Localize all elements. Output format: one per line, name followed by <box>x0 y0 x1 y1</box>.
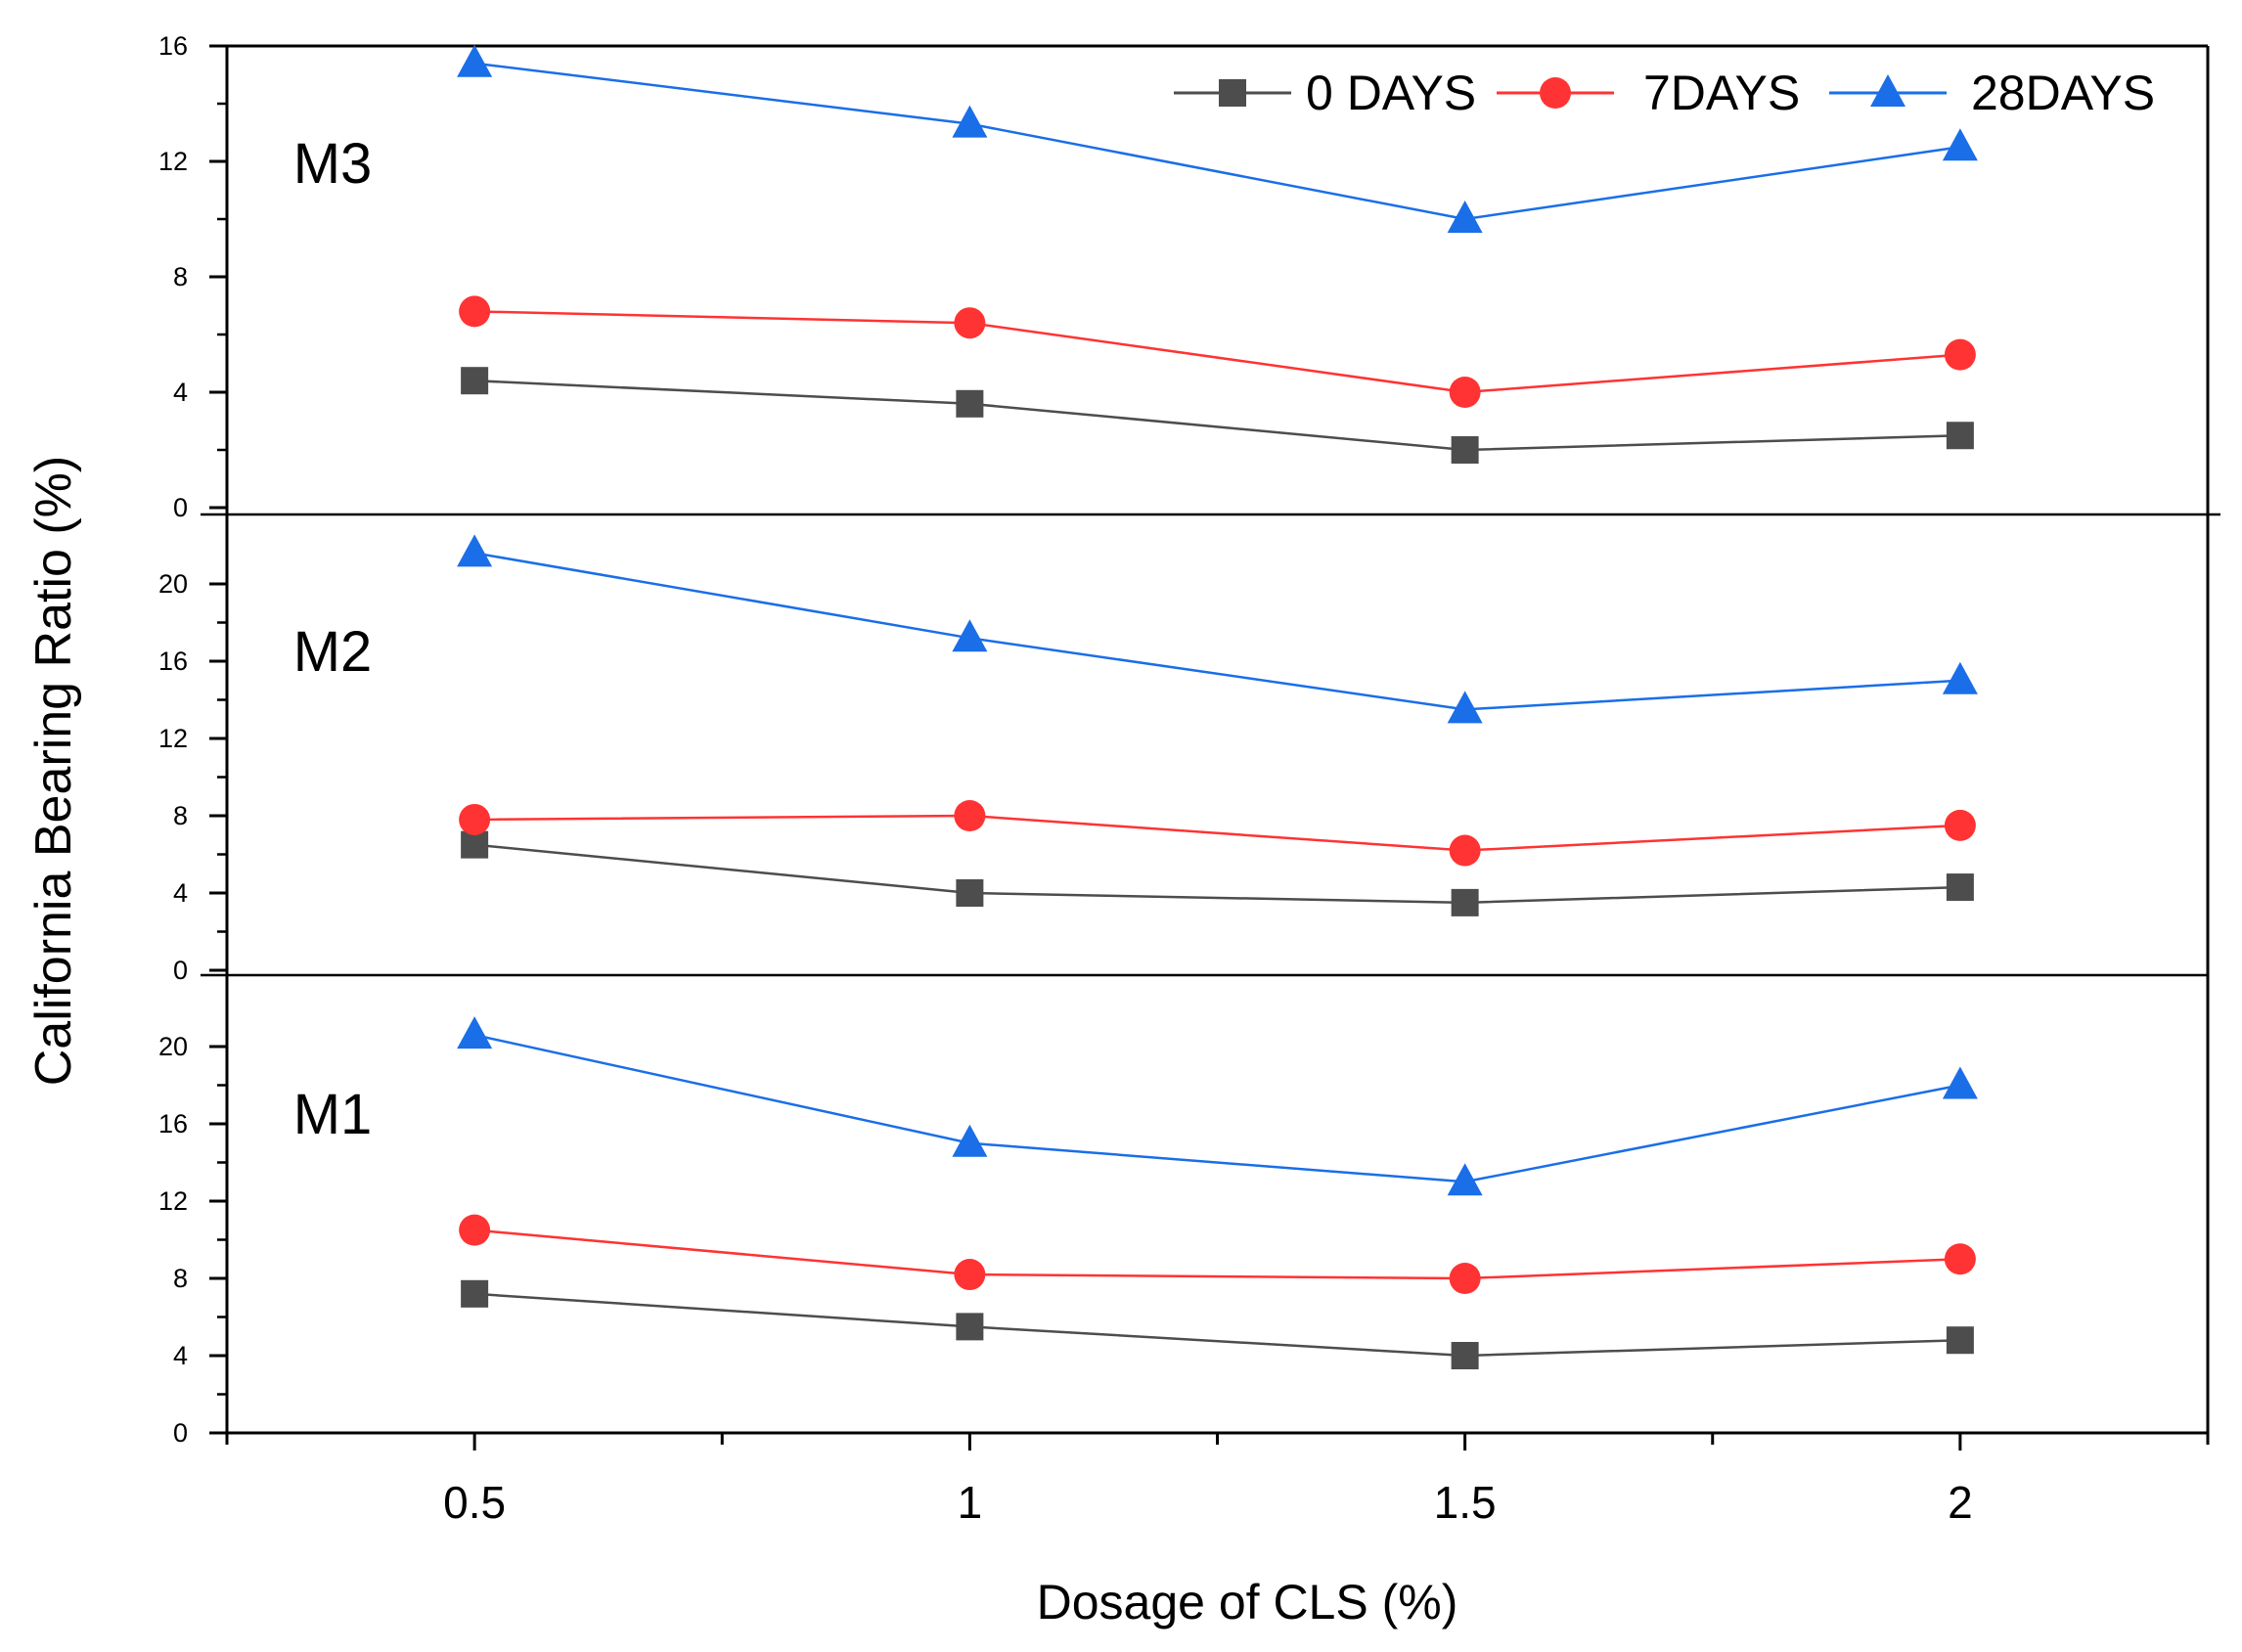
data-point <box>459 295 491 328</box>
y-tick-label: 4 <box>173 378 188 407</box>
series-line-0-days <box>474 843 1960 905</box>
series-line-28days <box>473 552 1960 711</box>
data-point <box>1447 691 1483 724</box>
y-tick-label: 4 <box>173 1341 188 1370</box>
y-tick-label: 8 <box>173 801 188 830</box>
y-tick-label: 0 <box>173 956 188 985</box>
y-tick-label: 8 <box>173 262 188 291</box>
data-point <box>1447 201 1483 233</box>
y-tick-label: 0 <box>173 1418 188 1448</box>
data-point <box>457 1016 493 1049</box>
y-tick-label: 4 <box>173 878 188 908</box>
data-point <box>954 800 986 831</box>
data-point <box>1451 888 1479 916</box>
series-line-0-days <box>474 379 1960 452</box>
legend-label: 28DAYS <box>1971 66 2155 120</box>
panel-label: M2 <box>293 620 373 684</box>
data-point <box>956 1313 984 1341</box>
data-point <box>461 367 489 395</box>
y-tick-label: 8 <box>173 1264 188 1293</box>
y-tick-label: 12 <box>158 1186 188 1216</box>
data-point <box>461 1279 489 1308</box>
x-tick-label: 1 <box>958 1477 983 1528</box>
data-point <box>1447 1163 1483 1196</box>
data-point <box>954 307 986 339</box>
data-point <box>1944 809 1976 841</box>
y-tick-label: 20 <box>158 1032 188 1061</box>
data-point <box>956 389 984 418</box>
data-point <box>956 879 984 907</box>
x-tick-label: 0.5 <box>443 1477 506 1528</box>
series-line-28days <box>473 62 1961 221</box>
data-point <box>459 1214 491 1246</box>
data-point <box>1942 1066 1978 1099</box>
x-tick-label: 2 <box>1948 1477 1973 1528</box>
data-point <box>1946 1326 1974 1355</box>
y-tick-label: 16 <box>158 647 188 676</box>
data-point <box>1946 422 1974 450</box>
data-point <box>1942 128 1978 161</box>
series-line-28days <box>473 1033 1961 1183</box>
y-tick-label: 16 <box>158 31 188 61</box>
data-point <box>457 534 493 567</box>
data-point <box>952 1124 988 1157</box>
data-point <box>952 619 988 652</box>
series-line-7days <box>474 310 1960 394</box>
data-point <box>1944 338 1976 371</box>
data-point <box>1449 834 1481 867</box>
data-point <box>1451 436 1479 464</box>
data-point <box>461 830 489 859</box>
legend: 0 DAYS 7DAYS 28DAYS <box>1174 66 2155 120</box>
data-point <box>952 105 988 138</box>
legend-label: 0 DAYS <box>1306 66 1476 120</box>
panel-m3: 0 4 8 12 16 M3 <box>158 31 1978 522</box>
series-line-7days <box>474 814 1960 852</box>
y-tick-label: 0 <box>173 493 188 522</box>
y-tick-label: 12 <box>158 147 188 176</box>
y-tick-label: 20 <box>158 569 188 599</box>
data-point <box>954 1259 986 1291</box>
data-point <box>1449 377 1481 408</box>
legend-label: 7DAYS <box>1643 66 1800 120</box>
series-line-7days <box>474 1228 1960 1280</box>
x-axis: 0.5 1 1.5 2 <box>225 1433 2210 1528</box>
x-axis-title: Dosage of CLS (%) <box>1037 1575 1458 1630</box>
y-tick-label: 12 <box>158 724 188 753</box>
legend-marker <box>1219 79 1246 107</box>
data-point <box>1449 1263 1481 1294</box>
panel-m1: 0 4 8 12 16 20 M1 <box>158 1016 1978 1448</box>
y-axis-title: California Bearing Ratio (%) <box>25 456 82 1087</box>
data-point <box>1942 661 1978 694</box>
legend-marker <box>1870 74 1906 107</box>
y-tick-label: 16 <box>158 1109 188 1139</box>
panel-label: M3 <box>293 132 373 196</box>
data-point <box>1946 873 1974 902</box>
data-point <box>1944 1243 1976 1275</box>
panel-label: M1 <box>293 1083 373 1146</box>
data-point <box>1451 1342 1479 1369</box>
data-point <box>457 44 493 77</box>
series-line-0-days <box>474 1292 1960 1358</box>
x-tick-label: 1.5 <box>1434 1477 1497 1528</box>
panel-m2: 0 4 8 12 16 20 M2 <box>158 534 1978 985</box>
legend-marker <box>1540 77 1571 109</box>
data-point <box>459 803 491 835</box>
